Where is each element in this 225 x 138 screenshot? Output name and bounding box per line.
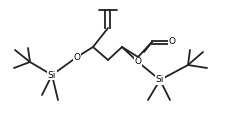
Text: Si: Si	[48, 71, 56, 79]
Text: O: O	[73, 52, 80, 62]
Text: Si: Si	[155, 75, 163, 84]
Text: O: O	[168, 38, 175, 47]
Text: O: O	[134, 58, 141, 67]
